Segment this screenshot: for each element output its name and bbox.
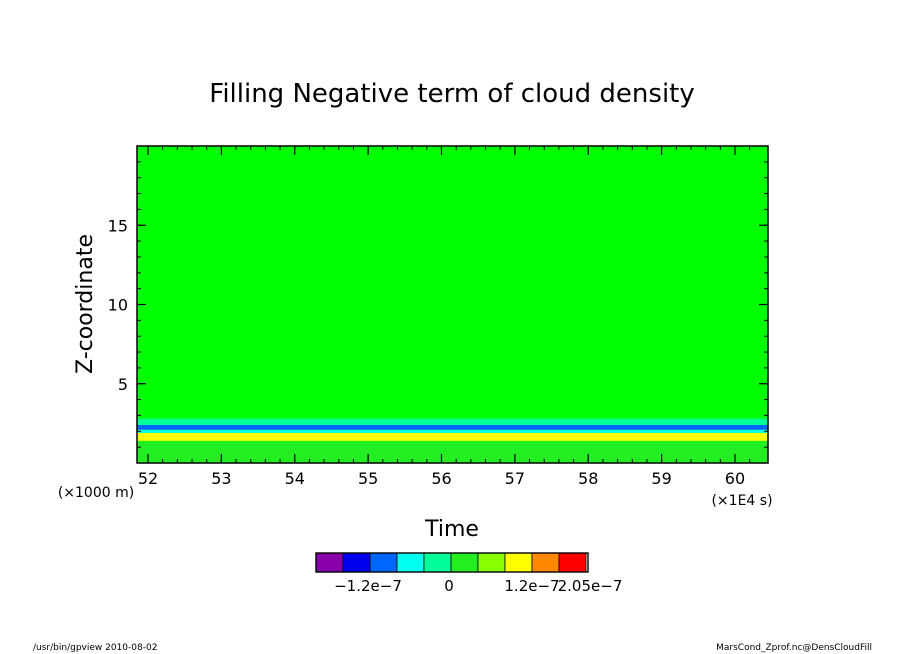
y-tick-label: 10: [108, 296, 128, 315]
heatmap-band-0: [137, 440, 768, 463]
chart-title: Filling Negative term of cloud density: [209, 79, 695, 109]
plot-area: 52 53 54 55 56 57 58 59 60 5 10 15: [108, 145, 769, 488]
colorbar-swatch: [315, 552, 344, 573]
y-tick-label: 15: [108, 216, 128, 235]
x-tick-label: 56: [431, 469, 451, 488]
x-tick-label: 58: [578, 469, 598, 488]
x-tick-label: 55: [358, 469, 378, 488]
colorbar-swatch: [396, 552, 425, 573]
x-tick-label: 59: [651, 469, 671, 488]
colorbar-swatch: [450, 552, 479, 573]
y-axis-unit: (×1000 m): [58, 485, 134, 501]
heatmap-band-2: [137, 429, 768, 433]
colorbar-frame: [315, 552, 589, 573]
colorbar-swatch: [558, 552, 587, 573]
y-axis-label: Z-coordinate: [73, 234, 98, 374]
x-axis-unit: (×1E4 s): [711, 493, 772, 509]
heatmap-bands: [137, 418, 768, 463]
colorbar: −1.2e−7 0 1.2e−72.05e−7: [315, 552, 623, 595]
x-tick-label: 54: [285, 469, 305, 488]
x-tick-label: 60: [725, 469, 745, 488]
heatmap-band-3: [137, 424, 768, 430]
y-ticks: 5 10 15: [108, 161, 768, 448]
heatmap-band-4: [137, 418, 768, 425]
colorbar-swatch: [531, 552, 560, 573]
colorbar-tick-label: 2.05e−7: [558, 577, 623, 595]
colorbar-tick-label: 0: [444, 577, 454, 595]
colorbar-tick-label: 1.2e−7: [504, 577, 559, 595]
colorbar-tick-label: −1.2e−7: [334, 577, 402, 595]
x-tick-label: 53: [211, 469, 231, 488]
colorbar-swatch: [342, 552, 371, 573]
heatmap-background: [137, 146, 768, 463]
colorbar-swatch: [477, 552, 506, 573]
colorbar-swatch: [504, 552, 533, 573]
x-tick-label: 52: [138, 469, 158, 488]
footer-right: MarsCond_Zprof.nc@DensCloudFill: [716, 643, 872, 653]
colorbar-swatch: [369, 552, 398, 573]
footer-left: /usr/bin/gpview 2010-08-02: [33, 643, 158, 653]
x-tick-label: 57: [505, 469, 525, 488]
y-tick-label: 5: [118, 375, 128, 394]
heatmap-band-1: [137, 432, 768, 441]
x-axis-label: Time: [424, 517, 479, 542]
colorbar-swatch: [423, 552, 452, 573]
x-ticks: 52 53 54 55 56 57 58 59 60: [138, 146, 751, 488]
